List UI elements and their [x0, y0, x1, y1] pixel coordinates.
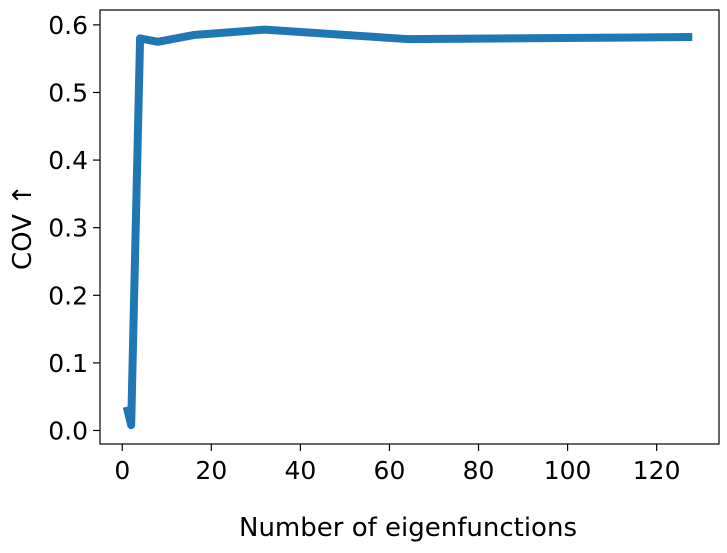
series-line: [122, 25, 693, 430]
x-tick-label: 40: [284, 456, 316, 485]
x-axis-ticks: 0 20 40 60 80 100 120: [114, 444, 681, 485]
y-tick-label: 0.5: [48, 78, 88, 107]
y-axis-ticks: 0.0 0.1 0.2 0.3 0.4 0.5 0.6: [48, 11, 100, 445]
y-axis-label: COV ↑: [8, 184, 38, 270]
y-tick-label: 0.0: [48, 416, 88, 445]
y-tick-label: 0.2: [48, 281, 88, 310]
x-tick-label: 100: [544, 456, 592, 485]
plot-area: [99, 9, 720, 445]
x-tick-label: 0: [114, 456, 130, 485]
y-tick-label: 0.6: [48, 11, 88, 40]
x-tick-label: 60: [374, 456, 406, 485]
x-tick-label: 120: [633, 456, 681, 485]
y-tick-label: 0.4: [48, 146, 88, 175]
y-tick-label: 0.3: [48, 214, 88, 243]
y-tick-label: 0.1: [48, 349, 88, 378]
x-axis-label: Number of eigenfunctions: [239, 513, 577, 543]
x-tick-label: 80: [463, 456, 495, 485]
x-tick-label: 20: [195, 456, 227, 485]
